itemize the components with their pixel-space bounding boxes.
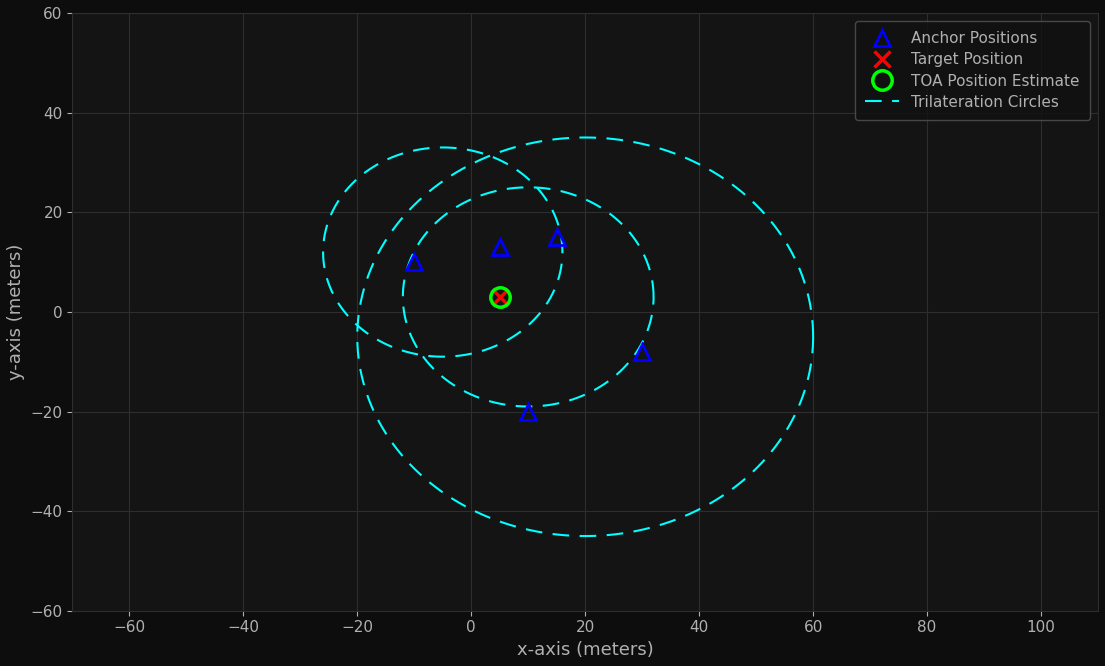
X-axis label: x-axis (meters): x-axis (meters) xyxy=(517,641,653,659)
Legend: Anchor Positions, Target Position, TOA Position Estimate, Trilateration Circles: Anchor Positions, Target Position, TOA P… xyxy=(854,21,1091,121)
Y-axis label: y-axis (meters): y-axis (meters) xyxy=(7,244,25,380)
